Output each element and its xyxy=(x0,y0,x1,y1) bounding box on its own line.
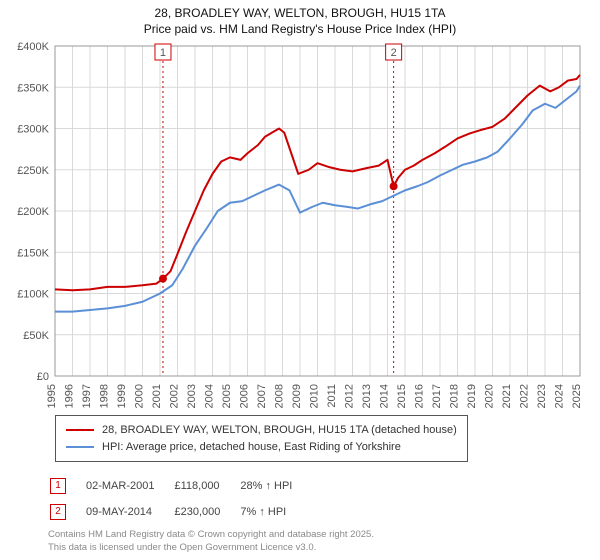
svg-text:2006: 2006 xyxy=(239,384,251,408)
legend-row-1: HPI: Average price, detached house, East… xyxy=(66,439,457,456)
chart-title-block: 28, BROADLEY WAY, WELTON, BROUGH, HU15 1… xyxy=(0,0,600,41)
svg-text:2023: 2023 xyxy=(536,384,548,408)
svg-text:£50K: £50K xyxy=(23,330,49,342)
svg-text:2021: 2021 xyxy=(501,384,513,408)
footer-line-1: Contains HM Land Registry data © Crown c… xyxy=(48,529,374,541)
marker-date-0: 02-MAR-2001 xyxy=(86,474,172,498)
marker-date-1: 09-MAY-2014 xyxy=(86,500,172,524)
markers-table: 1 02-MAR-2001 £118,000 28% ↑ HPI 2 09-MA… xyxy=(48,472,312,526)
legend-swatch-0 xyxy=(66,429,94,431)
svg-text:£400K: £400K xyxy=(17,41,49,53)
svg-text:1999: 1999 xyxy=(116,384,128,408)
footer-line-2: This data is licensed under the Open Gov… xyxy=(48,542,374,554)
legend-row-0: 28, BROADLEY WAY, WELTON, BROUGH, HU15 1… xyxy=(66,422,457,439)
svg-text:2004: 2004 xyxy=(204,384,216,408)
svg-text:2009: 2009 xyxy=(291,384,303,408)
svg-text:2019: 2019 xyxy=(466,384,478,408)
marker-price-0: £118,000 xyxy=(174,474,238,498)
svg-text:2018: 2018 xyxy=(449,384,461,408)
legend-swatch-1 xyxy=(66,446,94,448)
chart-svg: £0 £50K £100K £150K £200K £250K £300K £350K £400… xyxy=(0,41,600,441)
svg-text:£250K: £250K xyxy=(17,165,49,177)
svg-text:2020: 2020 xyxy=(484,384,496,408)
svg-text:2025: 2025 xyxy=(571,384,583,408)
svg-text:1998: 1998 xyxy=(99,384,111,408)
svg-text:2012: 2012 xyxy=(344,384,356,408)
svg-text:2017: 2017 xyxy=(431,384,443,408)
marker-price-1: £230,000 xyxy=(174,500,238,524)
svg-text:1997: 1997 xyxy=(81,384,93,408)
svg-text:2000: 2000 xyxy=(134,384,146,408)
marker-row-1: 2 09-MAY-2014 £230,000 7% ↑ HPI xyxy=(50,500,310,524)
svg-text:2003: 2003 xyxy=(186,384,198,408)
marker-badge-0: 1 xyxy=(50,478,66,494)
svg-text:2015: 2015 xyxy=(396,384,408,408)
svg-text:£350K: £350K xyxy=(17,82,49,94)
legend-label-0: 28, BROADLEY WAY, WELTON, BROUGH, HU15 1… xyxy=(102,422,457,439)
svg-text:2014: 2014 xyxy=(379,384,391,408)
marker-badge-1: 2 xyxy=(50,504,66,520)
legend-label-1: HPI: Average price, detached house, East… xyxy=(102,439,401,456)
svg-text:2011: 2011 xyxy=(326,384,338,408)
svg-text:£150K: £150K xyxy=(17,247,49,259)
svg-text:£300K: £300K xyxy=(17,124,49,136)
svg-text:2022: 2022 xyxy=(519,384,531,408)
svg-text:£100K: £100K xyxy=(17,289,49,301)
svg-text:2024: 2024 xyxy=(554,384,566,408)
svg-text:2: 2 xyxy=(391,47,397,59)
marker-delta-1: 7% ↑ HPI xyxy=(240,500,310,524)
svg-text:2002: 2002 xyxy=(169,384,181,408)
legend: 28, BROADLEY WAY, WELTON, BROUGH, HU15 1… xyxy=(55,415,468,462)
svg-text:1996: 1996 xyxy=(64,384,76,408)
marker-row-0: 1 02-MAR-2001 £118,000 28% ↑ HPI xyxy=(50,474,310,498)
svg-text:2005: 2005 xyxy=(221,384,233,408)
title-line-1: 28, BROADLEY WAY, WELTON, BROUGH, HU15 1… xyxy=(0,6,600,22)
svg-text:1995: 1995 xyxy=(46,384,58,408)
title-line-2: Price paid vs. HM Land Registry's House … xyxy=(0,22,600,38)
chart-area: £0 £50K £100K £150K £200K £250K £300K £350K £400… xyxy=(0,41,600,411)
footer: Contains HM Land Registry data © Crown c… xyxy=(48,529,374,554)
svg-text:£0: £0 xyxy=(37,371,49,383)
svg-text:2013: 2013 xyxy=(361,384,373,408)
svg-text:2007: 2007 xyxy=(256,384,268,408)
marker-delta-0: 28% ↑ HPI xyxy=(240,474,310,498)
svg-text:2010: 2010 xyxy=(309,384,321,408)
svg-text:2001: 2001 xyxy=(151,384,163,408)
svg-text:£200K: £200K xyxy=(17,206,49,218)
svg-text:1: 1 xyxy=(160,47,166,59)
svg-text:2016: 2016 xyxy=(414,384,426,408)
svg-text:2008: 2008 xyxy=(274,384,286,408)
